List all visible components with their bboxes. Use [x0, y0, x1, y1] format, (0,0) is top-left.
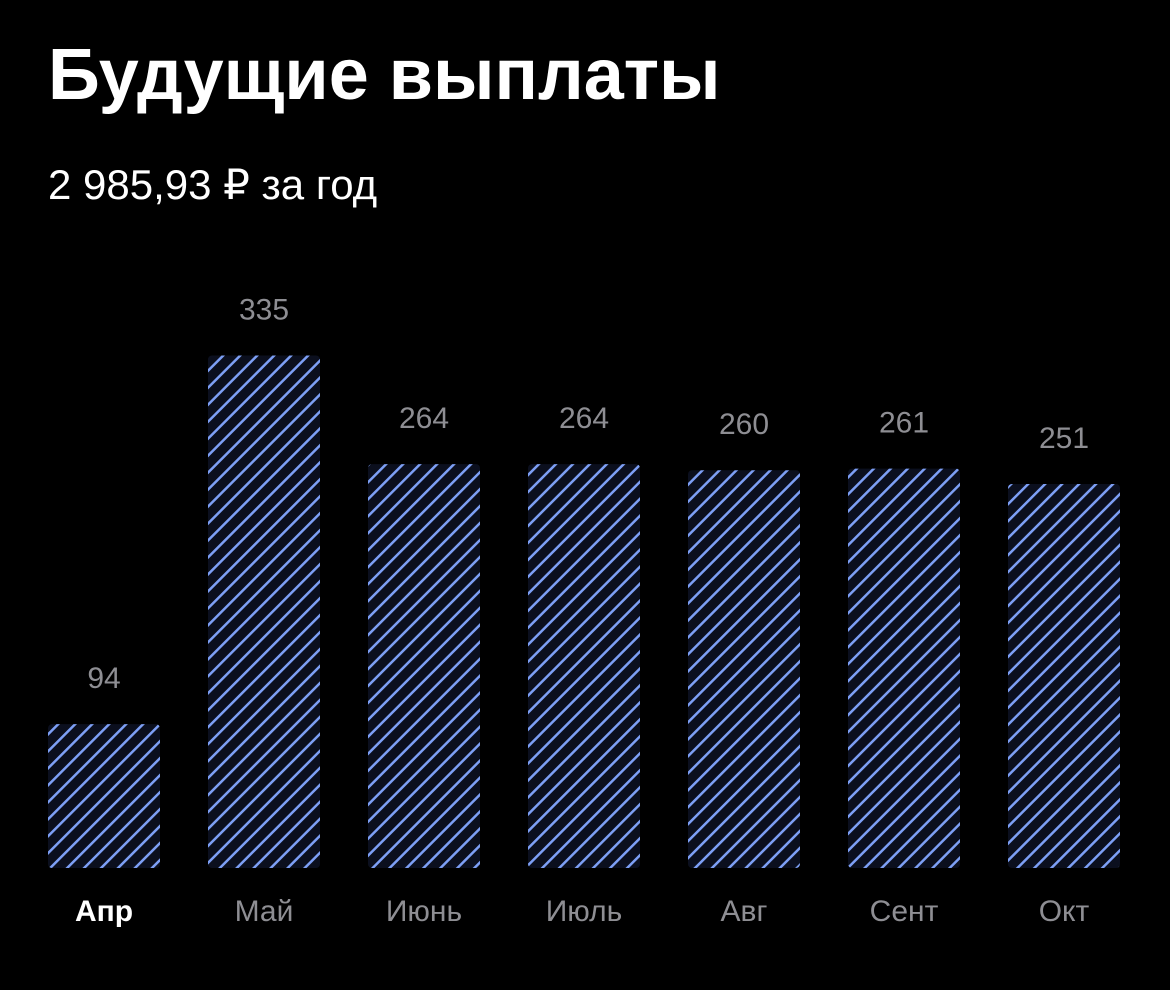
bar	[848, 468, 960, 868]
x-tick-label: Апр	[75, 895, 133, 928]
value-label: 335	[239, 293, 289, 326]
value-label: 261	[879, 407, 929, 440]
value-label: 251	[1039, 422, 1089, 455]
bar	[48, 724, 160, 868]
bar	[528, 464, 640, 868]
x-tick-label: Июль	[546, 895, 623, 928]
bar	[208, 355, 320, 868]
x-tick-label: Май	[235, 895, 294, 928]
x-tick-label: Сент	[870, 895, 939, 928]
value-label: 94	[87, 662, 120, 695]
bar	[1008, 483, 1120, 868]
x-tick-label: Окт	[1039, 895, 1090, 928]
x-tick-label: Авг	[721, 895, 768, 928]
chart-title: Будущие выплаты	[48, 35, 721, 115]
value-label: 264	[559, 402, 609, 435]
x-tick-label: Июнь	[386, 895, 462, 928]
chart-subtitle: 2 985,93 ₽ за год	[48, 161, 377, 208]
value-label: 260	[719, 408, 769, 441]
bar	[368, 464, 480, 868]
bar	[688, 470, 800, 868]
value-label: 264	[399, 402, 449, 435]
